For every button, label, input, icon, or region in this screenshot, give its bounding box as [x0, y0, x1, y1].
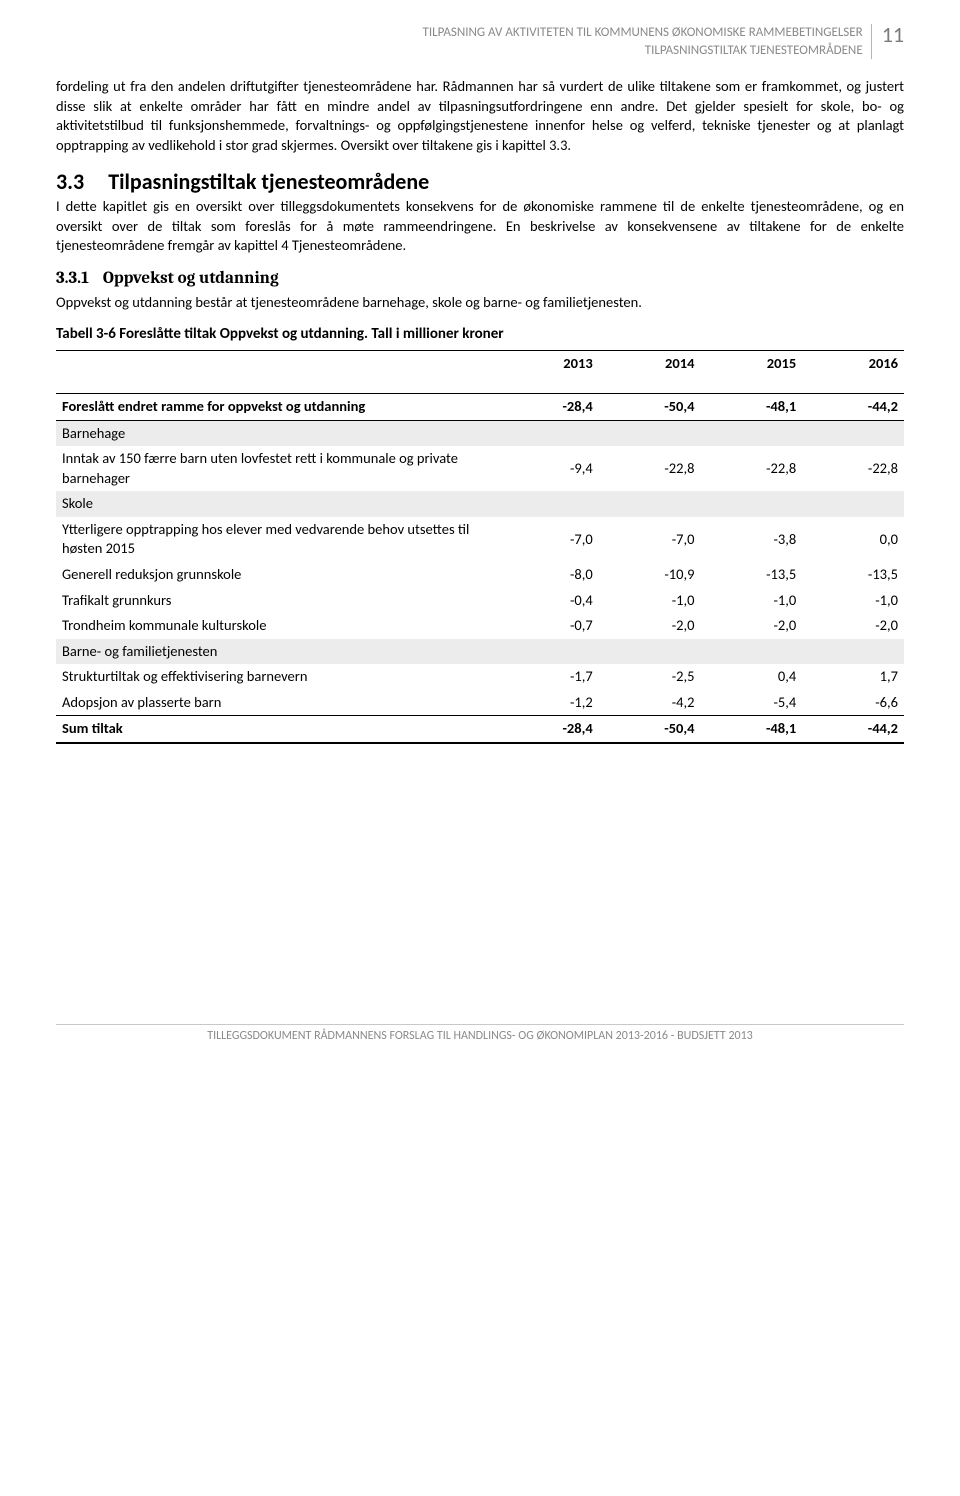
table-row: Adopsjon av plasserte barn-1,2-4,2-5,4-6…	[56, 690, 904, 716]
row-value: -50,4	[599, 394, 701, 421]
row-value	[700, 491, 802, 517]
row-label: Trafikalt grunnkurs	[56, 588, 497, 614]
table-row: Trondheim kommunale kulturskole-0,7-2,0-…	[56, 613, 904, 639]
row-value: -28,4	[497, 716, 599, 743]
row-value: -2,0	[700, 613, 802, 639]
row-label: Barnehage	[56, 420, 497, 446]
row-value	[700, 420, 802, 446]
row-label: Trondheim kommunale kulturskole	[56, 613, 497, 639]
row-value: -1,0	[802, 588, 904, 614]
row-value	[599, 420, 701, 446]
header-line1: TILPASNING AV AKTIVITETEN TIL KOMMUNENS …	[423, 24, 863, 42]
subsection-number: 3.3.1	[56, 269, 89, 288]
row-value	[599, 639, 701, 665]
subsection-title: Oppvekst og utdanning	[103, 269, 279, 288]
row-value: -5,4	[700, 690, 802, 716]
row-value: -13,5	[700, 562, 802, 588]
row-value: -8,0	[497, 562, 599, 588]
col-2013: 2013	[497, 351, 599, 377]
row-value: -28,4	[497, 394, 599, 421]
row-value: -22,8	[700, 446, 802, 491]
table-header-spacer	[56, 377, 904, 394]
page-footer: TILLEGGSDOKUMENT RÅDMANNENS FORSLAG TIL …	[56, 1024, 904, 1064]
row-value: -44,2	[802, 394, 904, 421]
row-value: -4,2	[599, 690, 701, 716]
row-value: -10,9	[599, 562, 701, 588]
table-row: Inntak av 150 færre barn uten lovfestet …	[56, 446, 904, 491]
row-label: Foreslått endret ramme for oppvekst og u…	[56, 394, 497, 421]
row-value: -50,4	[599, 716, 701, 743]
row-value	[700, 639, 802, 665]
row-value: -7,0	[599, 517, 701, 562]
row-label: Sum tiltak	[56, 716, 497, 743]
row-value: -2,0	[599, 613, 701, 639]
row-value	[802, 491, 904, 517]
table-caption: Tabell 3-6 Foreslåtte tiltak Oppvekst og…	[56, 324, 904, 344]
row-value: -2,5	[599, 664, 701, 690]
section-number: 3.3	[56, 168, 84, 195]
row-label: Ytterligere opptrapping hos elever med v…	[56, 517, 497, 562]
page-header: TILPASNING AV AKTIVITETEN TIL KOMMUNENS …	[56, 24, 904, 59]
paragraph-1: fordeling ut fra den andelen driftutgift…	[56, 77, 904, 155]
paragraph-2: I dette kapitlet gis en oversikt over ti…	[56, 197, 904, 256]
row-label: Skole	[56, 491, 497, 517]
table-row: Foreslått endret ramme for oppvekst og u…	[56, 394, 904, 421]
row-value: -48,1	[700, 716, 802, 743]
row-value: -13,5	[802, 562, 904, 588]
row-value: -7,0	[497, 517, 599, 562]
table-header-row: 2013 2014 2015 2016	[56, 351, 904, 377]
row-label: Generell reduksjon grunnskole	[56, 562, 497, 588]
section-heading: 3.3 Tilpasningstiltak tjenesteområdene	[56, 168, 429, 195]
table-row: Strukturtiltak og effektivisering barnev…	[56, 664, 904, 690]
row-value: -0,7	[497, 613, 599, 639]
header-text: TILPASNING AV AKTIVITETEN TIL KOMMUNENS …	[423, 24, 872, 59]
row-value	[802, 639, 904, 665]
table-row: Ytterligere opptrapping hos elever med v…	[56, 517, 904, 562]
row-value	[599, 491, 701, 517]
header-line2: TILPASNINGSTILTAK TJENESTEOMRÅDENE	[423, 42, 863, 60]
row-label: Adopsjon av plasserte barn	[56, 690, 497, 716]
row-value: -3,8	[700, 517, 802, 562]
table-row: Sum tiltak-28,4-50,4-48,1-44,2	[56, 716, 904, 743]
paragraph-3: Oppvekst og utdanning består at tjeneste…	[56, 293, 904, 313]
row-value: -9,4	[497, 446, 599, 491]
table-row: Barne- og familietjenesten	[56, 639, 904, 665]
subsection-heading: 3.3.1 Oppvekst og utdanning	[56, 268, 904, 291]
row-value: 0,0	[802, 517, 904, 562]
row-value: -6,6	[802, 690, 904, 716]
table-row: Generell reduksjon grunnskole-8,0-10,9-1…	[56, 562, 904, 588]
row-value: 0,4	[700, 664, 802, 690]
table-row: Trafikalt grunnkurs-0,4-1,0-1,0-1,0	[56, 588, 904, 614]
table-body: Foreslått endret ramme for oppvekst og u…	[56, 394, 904, 743]
row-value: -1,0	[700, 588, 802, 614]
row-value: -1,2	[497, 690, 599, 716]
row-value	[497, 639, 599, 665]
row-value: 1,7	[802, 664, 904, 690]
row-label: Strukturtiltak og effektivisering barnev…	[56, 664, 497, 690]
col-blank	[56, 351, 497, 377]
row-value: -44,2	[802, 716, 904, 743]
tiltak-table: 2013 2014 2015 2016 Foreslått endret ram…	[56, 350, 904, 743]
section-3-3: 3.3 Tilpasningstiltak tjenesteområdene	[56, 167, 904, 197]
row-value	[802, 420, 904, 446]
row-value: -1,0	[599, 588, 701, 614]
col-2014: 2014	[599, 351, 701, 377]
table-row: Barnehage	[56, 420, 904, 446]
row-value: -22,8	[802, 446, 904, 491]
col-2015: 2015	[700, 351, 802, 377]
col-2016: 2016	[802, 351, 904, 377]
table-row: Skole	[56, 491, 904, 517]
row-label: Inntak av 150 færre barn uten lovfestet …	[56, 446, 497, 491]
section-title: Tilpasningstiltak tjenesteområdene	[108, 168, 429, 195]
row-label: Barne- og familietjenesten	[56, 639, 497, 665]
row-value	[497, 491, 599, 517]
row-value: -1,7	[497, 664, 599, 690]
row-value: -48,1	[700, 394, 802, 421]
row-value: -2,0	[802, 613, 904, 639]
page-number: 11	[872, 24, 904, 46]
row-value: -22,8	[599, 446, 701, 491]
row-value	[497, 420, 599, 446]
row-value: -0,4	[497, 588, 599, 614]
